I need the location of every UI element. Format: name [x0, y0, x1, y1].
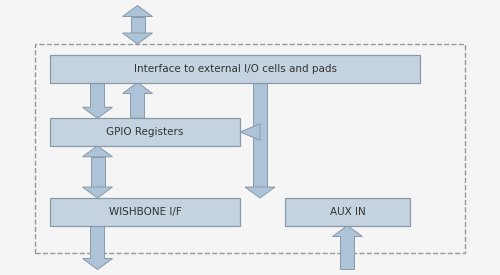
- Polygon shape: [122, 82, 152, 118]
- Polygon shape: [245, 187, 275, 198]
- Text: GPIO Registers: GPIO Registers: [106, 127, 184, 137]
- Bar: [285, 198, 410, 226]
- Polygon shape: [130, 16, 144, 33]
- Bar: [50, 118, 240, 146]
- Polygon shape: [122, 33, 152, 44]
- Polygon shape: [332, 226, 362, 270]
- Polygon shape: [82, 146, 112, 157]
- Text: AUX IN: AUX IN: [330, 207, 366, 217]
- Bar: [50, 198, 240, 226]
- Bar: [35, 44, 465, 253]
- Polygon shape: [253, 82, 267, 187]
- Polygon shape: [90, 157, 104, 187]
- Polygon shape: [240, 124, 260, 140]
- Bar: [50, 55, 420, 82]
- Text: WISHBONE I/F: WISHBONE I/F: [108, 207, 182, 217]
- Polygon shape: [82, 187, 112, 198]
- Polygon shape: [82, 226, 112, 270]
- Polygon shape: [82, 82, 112, 118]
- Polygon shape: [122, 6, 152, 16]
- Text: Interface to external I/O cells and pads: Interface to external I/O cells and pads: [134, 64, 336, 74]
